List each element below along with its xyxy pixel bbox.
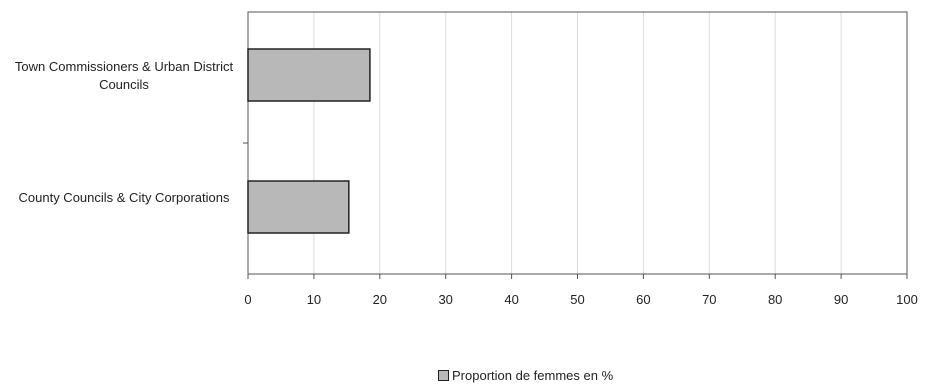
x-tick-label-40: 40 xyxy=(504,292,518,307)
bar-0 xyxy=(247,48,371,102)
x-tick-label-90: 90 xyxy=(834,292,848,307)
legend-swatch xyxy=(438,370,449,381)
x-tick-label-80: 80 xyxy=(768,292,782,307)
legend-label: Proportion de femmes en % xyxy=(452,368,614,383)
category-label-county-councils: County Councils & City Corporations xyxy=(18,190,230,205)
x-tick-label-100: 100 xyxy=(896,292,918,307)
legend: Proportion de femmes en % xyxy=(438,368,613,383)
x-tick-label-30: 30 xyxy=(438,292,452,307)
x-tick-label-20: 20 xyxy=(373,292,387,307)
x-tick-label-70: 70 xyxy=(702,292,716,307)
category-label-town-commissioners: Town Commissioners & Urban District Coun… xyxy=(14,59,234,92)
x-tick-label-50: 50 xyxy=(570,292,584,307)
bar-1 xyxy=(247,180,350,234)
x-tick-label-60: 60 xyxy=(636,292,650,307)
x-tick-label-0: 0 xyxy=(244,292,251,307)
x-tick-label-10: 10 xyxy=(307,292,321,307)
